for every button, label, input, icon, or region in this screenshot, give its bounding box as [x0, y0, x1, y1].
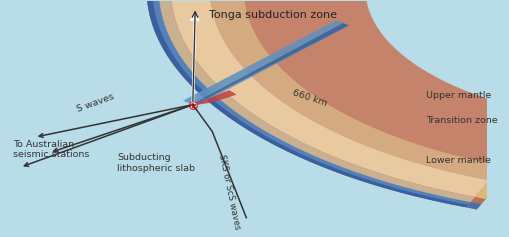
Polygon shape — [183, 20, 349, 106]
Polygon shape — [171, 0, 489, 197]
Text: Subducting
lithospheric slab: Subducting lithospheric slab — [117, 153, 195, 173]
Polygon shape — [146, 0, 467, 207]
Polygon shape — [190, 90, 236, 106]
Polygon shape — [465, 114, 509, 210]
Polygon shape — [191, 23, 348, 105]
Polygon shape — [489, 166, 509, 182]
Text: SKS or ScS waves: SKS or ScS waves — [216, 154, 241, 230]
Polygon shape — [146, 0, 474, 207]
Text: To Australian
seismic stations: To Australian seismic stations — [13, 140, 89, 159]
Text: Transition zone: Transition zone — [426, 116, 497, 125]
Text: 660 km: 660 km — [291, 88, 327, 108]
Polygon shape — [474, 180, 499, 199]
Text: Lower mantle: Lower mantle — [426, 156, 490, 165]
Text: Tonga subduction zone: Tonga subduction zone — [209, 10, 336, 20]
Polygon shape — [146, 0, 470, 207]
Text: Upper mantle: Upper mantle — [426, 91, 491, 100]
Polygon shape — [146, 0, 509, 207]
Text: S waves: S waves — [75, 91, 115, 113]
Polygon shape — [209, 0, 501, 180]
Polygon shape — [465, 202, 480, 210]
